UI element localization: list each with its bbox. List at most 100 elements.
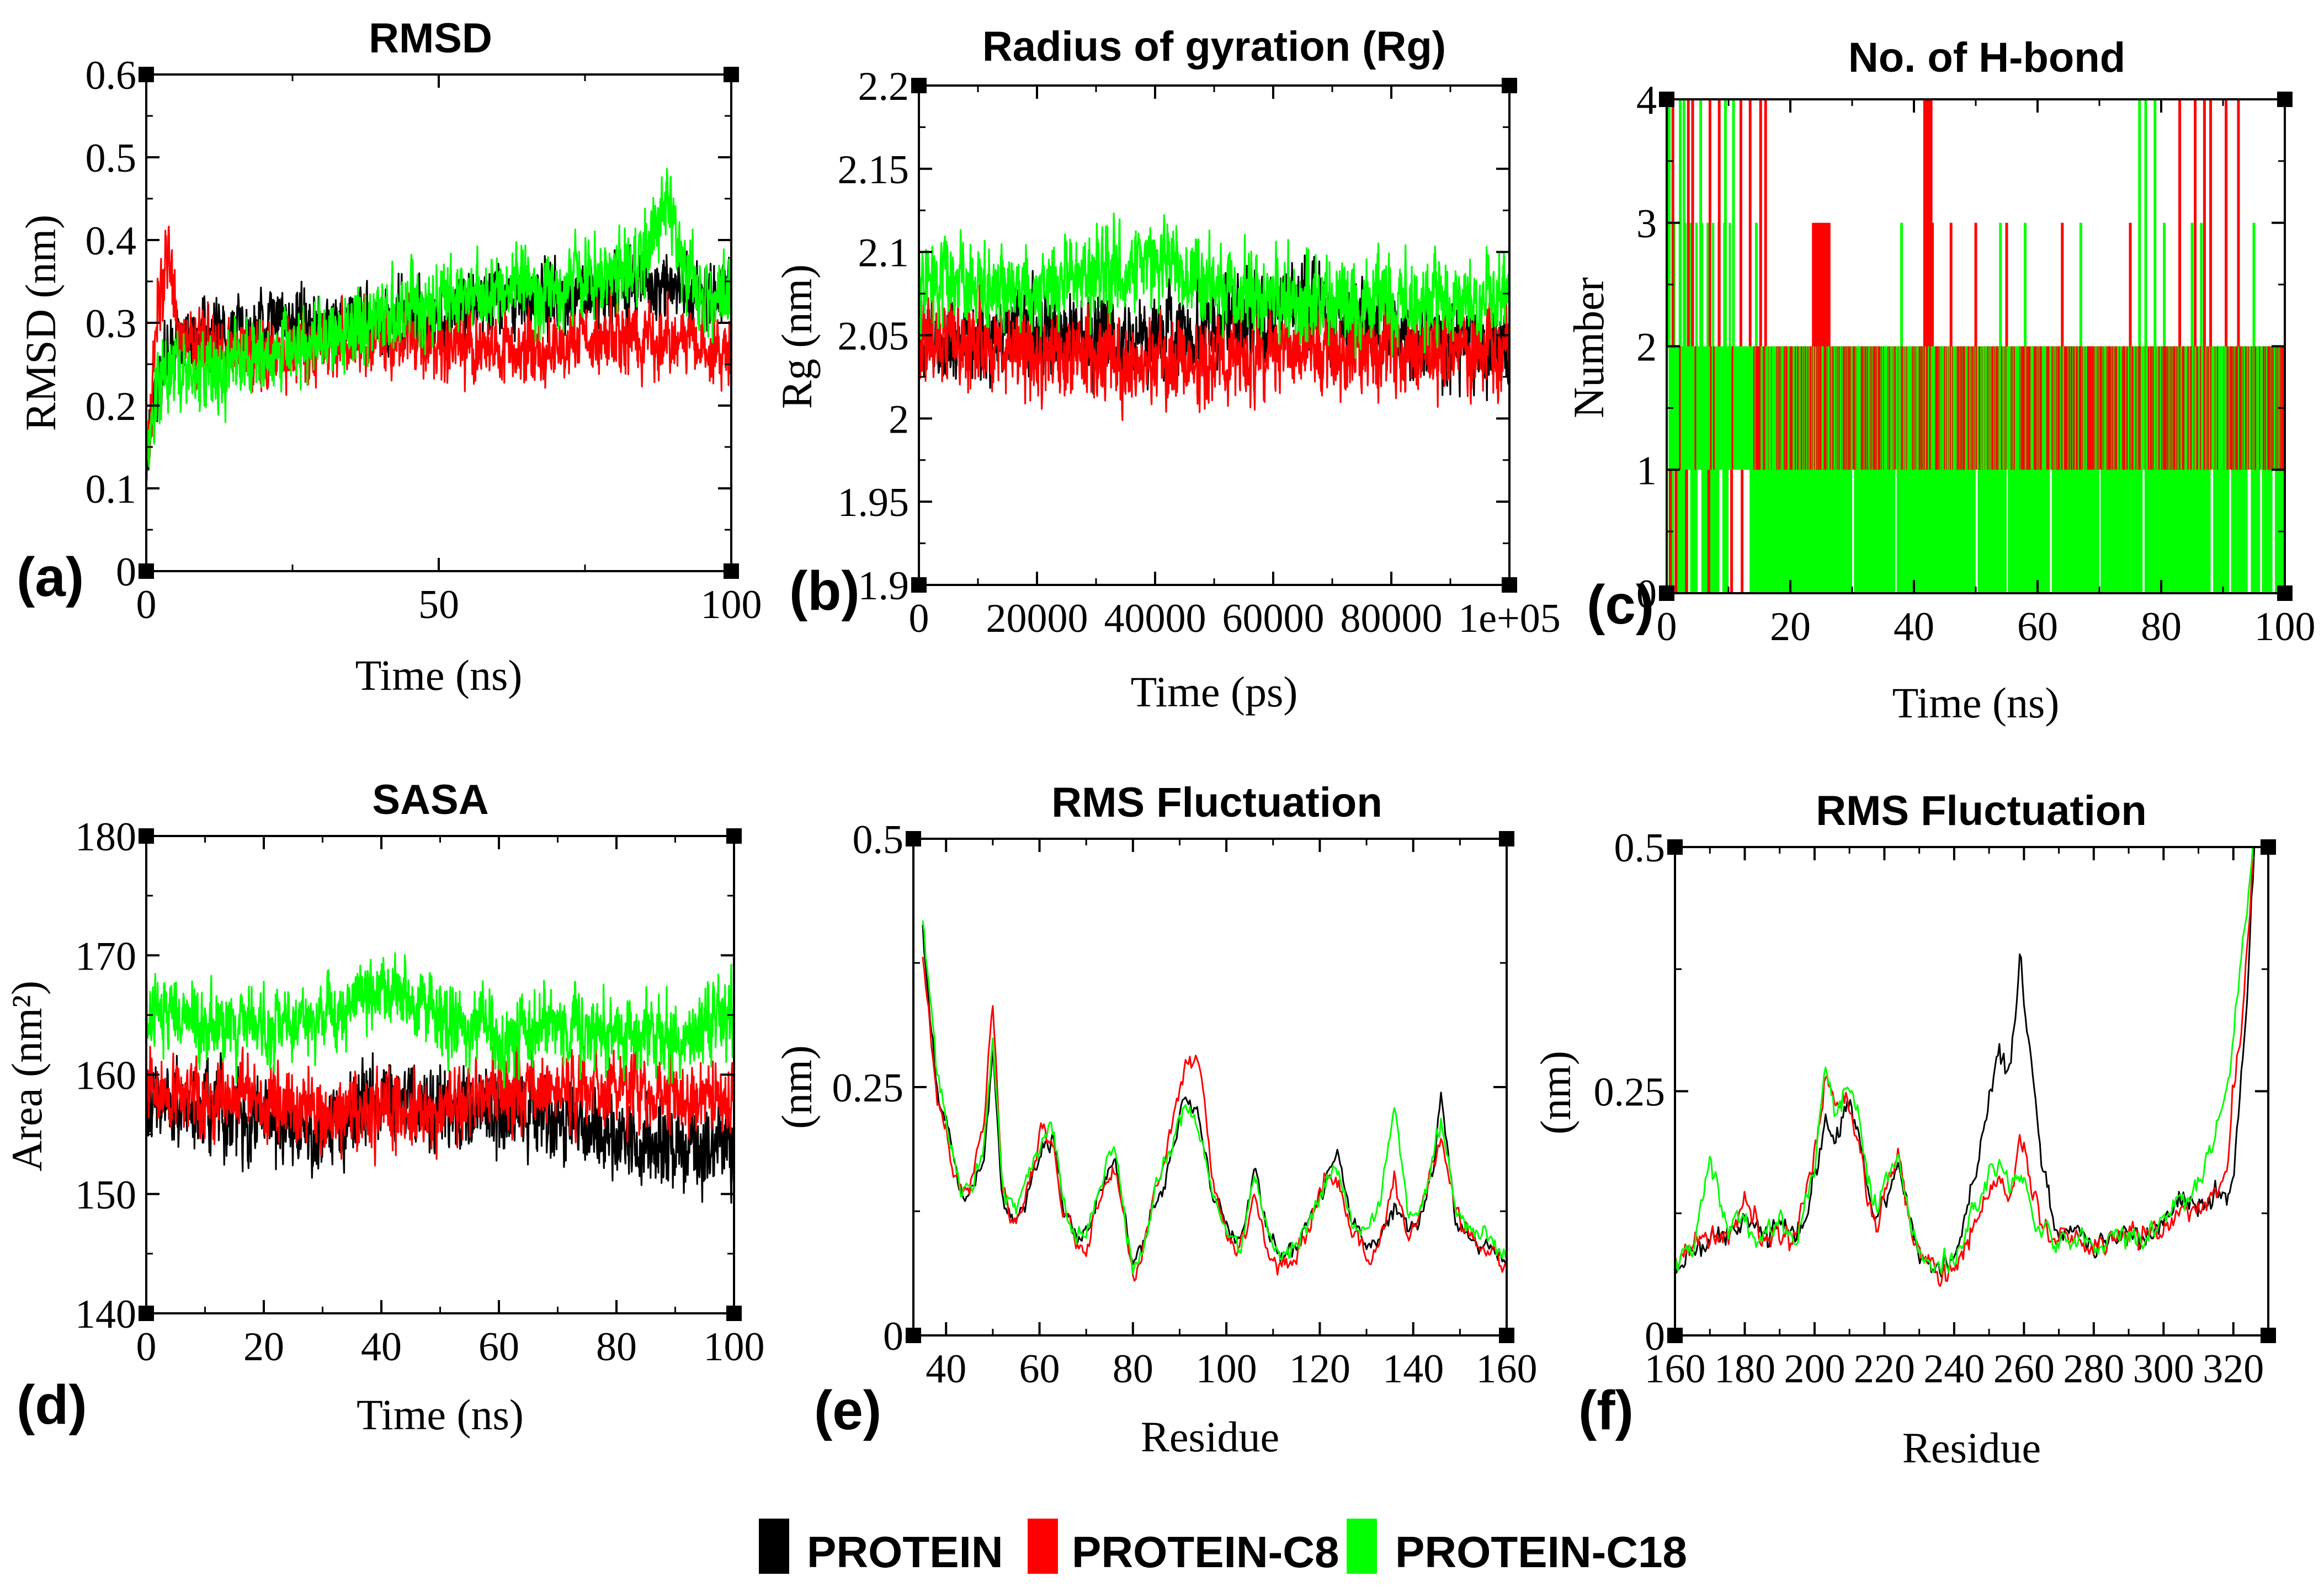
series-protein-c8 [922, 956, 1507, 1282]
x-tick-label: 80000 [1341, 596, 1443, 641]
x-tick-label: 50 [418, 582, 459, 627]
x-tick-label: 100 [1196, 1346, 1257, 1392]
x-tick-label: 160 [1645, 1346, 1706, 1392]
y-tick-label: 160 [75, 1053, 136, 1099]
y-tick-label: 0.4 [86, 219, 137, 264]
plot-area-f [1675, 847, 2256, 1287]
legend-swatch-protein-c18 [1347, 1519, 1377, 1574]
x-tick-label: 180 [1714, 1346, 1775, 1392]
panel-label: (c) [1587, 574, 1654, 636]
y-tick-label: 0.5 [86, 136, 137, 181]
series-protein-c18 [919, 212, 1509, 359]
y-tick-label: 0.6 [86, 53, 137, 98]
plot-area-e [922, 920, 1507, 1282]
chart-title: SASA [372, 776, 488, 823]
y-tick-label: 2 [1636, 325, 1657, 370]
x-tick-label: 320 [2203, 1346, 2264, 1392]
x-tick-label: 80 [1113, 1346, 1153, 1392]
panel-label: (a) [17, 546, 84, 608]
y-tick-label: 0.5 [853, 817, 904, 862]
x-tick-label: 100 [2254, 604, 2316, 649]
series-protein-c18 [1675, 847, 2255, 1275]
panel-b: 0 20000 40000 60000 80000 1e+05 1.9 1.95 2 2.05 2.… [773, 23, 1561, 716]
series-protein-c18 [146, 168, 731, 468]
y-tick-label: 2.2 [858, 64, 910, 109]
y-tick-label: 2 [889, 397, 909, 442]
x-tick-label: 60 [2017, 604, 2058, 649]
y-tick-label: 0 [883, 1314, 903, 1359]
x-tick-label: 20 [243, 1324, 284, 1370]
x-tick-label: 40000 [1104, 596, 1206, 641]
series-protein [922, 924, 1507, 1265]
x-tick-label: 20 [1770, 604, 1811, 649]
x-tick-label: 1e+05 [1458, 596, 1561, 641]
legend-swatch-protein-c8 [1028, 1519, 1058, 1574]
x-tick-label: 60 [1019, 1346, 1060, 1392]
x-tick-label: 80 [596, 1324, 637, 1370]
legend-swatch-protein [759, 1519, 789, 1574]
y-tick-label: 0.25 [832, 1066, 904, 1111]
plot-frame [1674, 846, 2269, 1337]
y-axis-label: Number [1565, 277, 1613, 418]
series-protein-c18 [922, 920, 1507, 1275]
y-tick-label: 0 [1636, 572, 1657, 617]
panel-c: 0 20 40 60 80 100 0 1 2 3 4 No. of H-bond Time (ns) N… [1565, 34, 2316, 727]
x-tick-label: 60000 [1222, 596, 1325, 641]
h-bond-gaps [1674, 470, 2275, 593]
series-protein-c8-band [1679, 346, 2284, 470]
series-protein-c18-spikes [1668, 99, 2256, 347]
y-tick-label: 2.1 [858, 231, 910, 276]
y-tick-label: 0.1 [86, 467, 137, 512]
x-tick-label: 100 [701, 582, 762, 627]
x-axis-label: Residue [1141, 1413, 1279, 1461]
x-tick-label: 0 [136, 582, 157, 627]
x-tick-label: 80 [2141, 604, 2182, 649]
series-protein-c8-peak [1923, 99, 1933, 347]
chart-title: Radius of gyration (Rg) [982, 23, 1446, 70]
x-tick-label: 0 [136, 1324, 157, 1370]
y-axis-label: (nm) [1531, 1051, 1580, 1135]
panel-label: (e) [814, 1380, 881, 1441]
x-axis-label: Residue [1902, 1424, 2041, 1472]
y-tick-label: 180 [75, 814, 136, 860]
panel-f: 160 180 200 220 240 260 280 300 320 0 0.25 0.5 RMS F… [1531, 787, 2276, 1472]
y-axis-label: Rg (nm) [773, 264, 821, 409]
y-tick-label: 4 [1636, 78, 1657, 123]
y-tick-label: 0.3 [86, 301, 137, 347]
legend: PROTEIN PROTEIN-C8 PROTEIN-C18 [759, 1519, 1687, 1577]
x-tick-label: 140 [1382, 1346, 1444, 1392]
x-tick-label: 40 [1894, 604, 1934, 649]
plot-area-a [146, 168, 731, 482]
y-tick-label: 0.2 [86, 384, 137, 429]
panel-label: (b) [789, 560, 860, 622]
y-tick-label: 1.95 [838, 480, 910, 525]
x-tick-label: 220 [1854, 1346, 1915, 1392]
panel-label: (d) [17, 1374, 87, 1436]
x-tick-label: 0 [909, 596, 929, 641]
x-tick-label: 300 [2133, 1346, 2194, 1392]
legend-label-protein: PROTEIN [807, 1527, 1003, 1577]
y-tick-label: 2.05 [838, 314, 910, 359]
chart-title: RMSD [369, 15, 492, 62]
x-tick-label: 60 [478, 1324, 519, 1370]
x-tick-label: 40 [361, 1324, 402, 1370]
series-protein-c8-block [1812, 222, 1831, 347]
y-tick-label: 0.5 [1614, 826, 1666, 871]
panel-d: 0 20 40 60 80 100 140 150 160 170 180 SASA Time (ns)… [3, 776, 765, 1439]
x-tick-label: 280 [2063, 1346, 2124, 1392]
y-axis-label: (nm) [773, 1045, 821, 1129]
chart-title: RMS Fluctuation [1816, 787, 2147, 834]
x-tick-label: 40 [926, 1346, 966, 1392]
y-tick-label: 3 [1636, 201, 1657, 247]
y-axis-label: RMSD (nm) [17, 215, 65, 431]
y-tick-label: 140 [75, 1292, 136, 1337]
chart-title: RMS Fluctuation [1051, 779, 1382, 826]
series-protein-c18 [146, 952, 734, 1089]
y-tick-label: 2.15 [838, 147, 910, 193]
x-tick-label: 0 [1657, 604, 1677, 649]
series-protein-c8 [146, 225, 731, 476]
legend-label-protein-c8: PROTEIN-C8 [1072, 1527, 1339, 1577]
panel-label: (f) [1578, 1380, 1634, 1441]
series-protein-c8 [1675, 856, 2255, 1287]
